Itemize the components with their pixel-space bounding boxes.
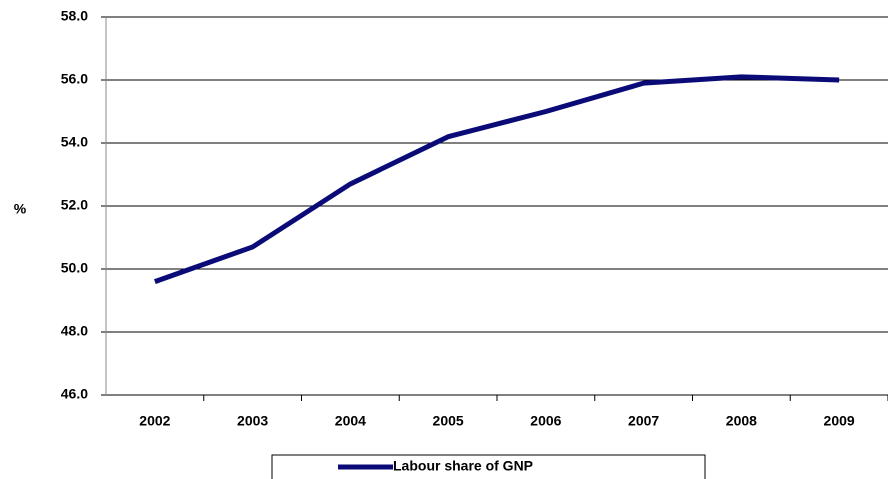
x-tick-label: 2002	[139, 413, 170, 429]
y-tick-label: 54.0	[61, 134, 88, 150]
x-tick-label: 2008	[726, 413, 757, 429]
y-tick-label: 46.0	[61, 386, 88, 402]
y-axis-label: %	[14, 201, 27, 217]
x-tick-label: 2009	[824, 413, 855, 429]
x-tick-label: 2005	[433, 413, 464, 429]
y-tick-label: 52.0	[61, 197, 88, 213]
y-tick-label: 56.0	[61, 71, 88, 87]
x-tick-label: 2006	[530, 413, 561, 429]
data-line	[154, 74, 840, 284]
legend-label: Labour share of GNP	[393, 458, 533, 474]
x-tick-label: 2004	[335, 413, 366, 429]
x-tick-label: 2007	[628, 413, 659, 429]
y-tick-label: 48.0	[61, 323, 88, 339]
x-tick-label: 2003	[237, 413, 268, 429]
y-tick-label: 58.0	[61, 8, 88, 24]
y-tick-label: 50.0	[61, 260, 88, 276]
